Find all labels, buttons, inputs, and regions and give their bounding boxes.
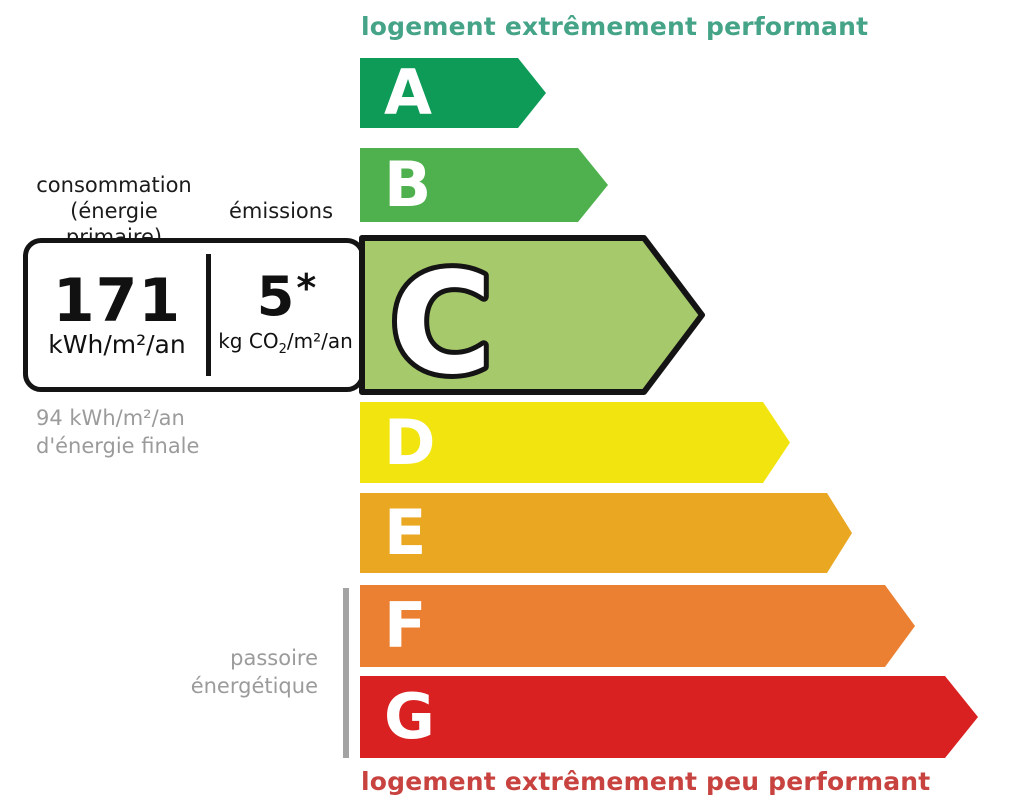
energy-class-d-arrow: D [360, 402, 790, 483]
energy-class-c-arrow-selected: C [359, 235, 705, 396]
final-energy-note: 94 kWh/m²/an d'énergie finale [36, 404, 199, 460]
sieve-label-line2: énergétique [190, 674, 318, 698]
energy-class-b-letter: B [384, 148, 432, 221]
energy-class-g-arrow: G [360, 676, 978, 758]
bottom-performance-caption: logement extrêmement peu performant [361, 767, 931, 796]
asterisk-mark: * [296, 266, 317, 310]
final-energy-line2: d'énergie finale [36, 434, 200, 458]
emissions-unit: kg CO2/m²/an [218, 329, 353, 357]
energy-class-e-arrow: E [360, 493, 852, 573]
top-performance-caption: logement extrêmement performant [361, 12, 869, 41]
energy-sieve-label: passoire énergétique [150, 644, 318, 700]
energy-sieve-bracket-line [343, 588, 349, 758]
score-box: 171 kWh/m²/an 5* kg CO2/m²/an [23, 238, 365, 392]
score-box-divider [206, 254, 211, 376]
consumption-value: 171 [52, 266, 182, 336]
energy-class-c-letter: C [390, 243, 493, 396]
emissions-column-header: émissions [228, 199, 334, 223]
energy-class-f-arrow: F [360, 585, 915, 667]
c-arrow-shape [359, 235, 705, 395]
energy-class-b-arrow: B [360, 148, 608, 222]
emissions-value-cell: 5* kg CO2/m²/an [211, 243, 360, 387]
energy-class-g-letter: G [384, 680, 435, 753]
final-energy-line1: 94 kWh/m²/an [36, 406, 185, 430]
energy-class-d-letter: D [384, 405, 436, 479]
emissions-value: 5* [256, 265, 317, 328]
sieve-label-line1: passoire [230, 646, 318, 670]
energy-class-a-arrow: A [360, 58, 546, 128]
consumption-value-cell: 171 kWh/m²/an [28, 243, 206, 387]
energy-class-a-letter: A [384, 56, 432, 129]
energy-class-f-letter: F [384, 589, 427, 662]
consumption-header-line1: consommation [36, 173, 192, 197]
consumption-column-header: consommation (énergie primaire) [20, 172, 208, 250]
consumption-unit: kWh/m²/an [48, 330, 186, 359]
energy-class-e-letter: E [384, 496, 427, 569]
